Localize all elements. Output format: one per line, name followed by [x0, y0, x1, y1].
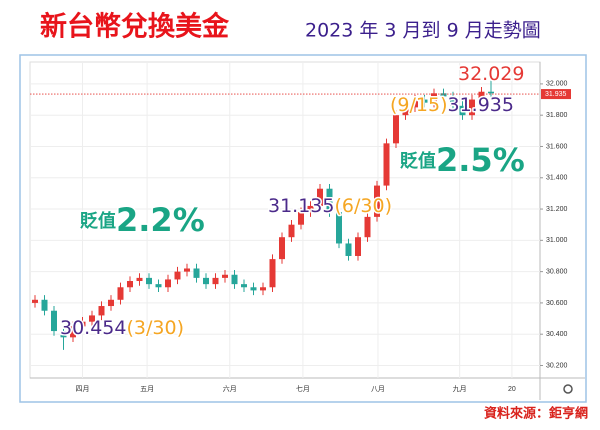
candle-body	[412, 99, 418, 108]
candle-body	[146, 277, 152, 285]
candle-body	[355, 237, 361, 256]
candle-body	[459, 105, 466, 116]
annotation-part: 30.454	[60, 317, 126, 339]
annotation: 貶值2.2%	[80, 201, 205, 239]
y-tick-label: 31.600	[546, 143, 568, 150]
candle-body	[222, 274, 228, 278]
candle-body	[279, 237, 285, 260]
y-tick-label: 31.000	[546, 237, 568, 244]
candle-body	[469, 99, 475, 116]
candle-body	[336, 212, 342, 244]
candle-body	[184, 268, 190, 272]
source-note: 資料來源：鉅亨網	[484, 406, 588, 422]
y-tick-label: 30.200	[546, 362, 568, 369]
last-price-box	[541, 89, 571, 100]
candle-body	[174, 271, 181, 280]
candle-body	[383, 143, 390, 186]
candle-body	[155, 284, 162, 288]
annotation: (9/15)31.935	[390, 94, 514, 116]
candle-body	[326, 188, 333, 213]
candle-body	[98, 306, 105, 316]
y-tick-label: 31.800	[546, 112, 568, 119]
annotation-part: 2.2%	[116, 201, 205, 239]
annotation-part: 31.135	[268, 195, 334, 217]
candle-body	[108, 299, 114, 307]
y-tick-label: 31.200	[546, 206, 568, 213]
last-price-label: 31.935	[545, 91, 567, 98]
y-tick-label: 32.000	[546, 81, 568, 88]
candle-body	[440, 93, 447, 97]
candle-body	[127, 281, 133, 288]
annotation-part: 31.935	[448, 94, 514, 116]
candle-body	[136, 277, 143, 282]
x-tick-label: 七月	[296, 384, 310, 393]
y-tick-label: 31.400	[546, 175, 568, 182]
annotation-part: 32.029	[458, 63, 524, 85]
candle-body	[165, 279, 171, 288]
candle-body	[89, 315, 95, 322]
candle-body	[250, 287, 257, 291]
y-tick-label: 30.400	[546, 331, 568, 338]
annotation: 貶值2.5%	[400, 141, 525, 179]
chart-title: 新台幣兌換美金	[40, 11, 230, 43]
candle-body	[193, 268, 200, 278]
annotation-part: (3/30)	[126, 317, 184, 339]
candle-body	[478, 91, 485, 100]
candle-body	[364, 216, 371, 238]
annotation-part: 2.5%	[436, 141, 525, 179]
chart-subtitle: 2023 年 3 月到 9 月走勢圖	[305, 20, 541, 42]
settings-icon[interactable]	[563, 384, 573, 394]
candle-body	[402, 107, 409, 116]
candle-body	[70, 326, 76, 338]
candle-body	[32, 299, 38, 303]
y-tick-label: 30.800	[546, 268, 568, 275]
candle-body	[393, 115, 399, 144]
annotation-part: (6/30)	[334, 195, 392, 217]
candle-body	[117, 287, 124, 300]
annotation: 31.135(6/30)	[268, 195, 392, 217]
candle-body	[488, 91, 494, 94]
x-tick-label: 五月	[140, 385, 154, 393]
annotation-part: 貶值	[80, 210, 116, 232]
candle-body	[241, 284, 247, 288]
candle-body	[345, 243, 352, 256]
candle-body	[450, 96, 456, 106]
candle-body	[41, 299, 48, 311]
x-tick-label: 六月	[223, 384, 237, 393]
candle-body	[260, 287, 266, 291]
candle-body	[307, 205, 314, 213]
candle-body	[231, 274, 238, 285]
candle-body	[421, 99, 428, 103]
candle-body	[431, 93, 437, 103]
candle-body	[51, 310, 57, 332]
candle-body	[212, 277, 219, 285]
x-tick-label: 四月	[76, 385, 90, 393]
annotation: 32.029	[458, 63, 524, 85]
candle-body	[374, 185, 380, 217]
candle-body	[79, 321, 86, 327]
candle-body	[317, 188, 323, 206]
candle-body	[60, 331, 67, 338]
y-tick-label: 30.600	[546, 300, 568, 307]
x-tick-label: 九月	[453, 384, 467, 393]
x-tick-label: 八月	[371, 385, 385, 393]
candle-body	[298, 212, 304, 225]
candle-body	[203, 277, 209, 285]
candle-body	[288, 224, 295, 238]
candle-body	[269, 259, 276, 288]
x-tick-label: 20	[508, 386, 516, 393]
annotation-part: (9/15)	[390, 94, 448, 116]
annotation: 30.454(3/30)	[60, 317, 184, 339]
annotation-part: 貶值	[400, 150, 436, 172]
